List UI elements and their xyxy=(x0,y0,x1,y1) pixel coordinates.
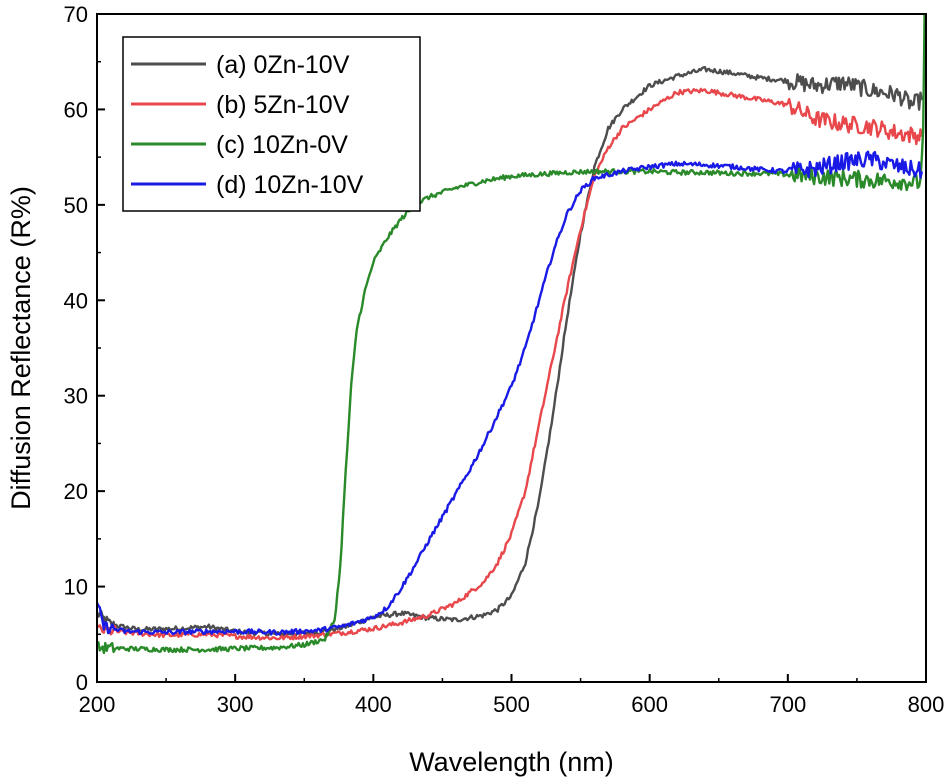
x-axis-title: Wavelength (nm) xyxy=(409,747,614,777)
y-axis-title: Diffusion Reflectance (R%) xyxy=(6,186,36,510)
x-tick-label-700: 700 xyxy=(769,692,806,717)
legend-label-1: (a) 0Zn-10V xyxy=(216,51,350,79)
x-tick-label-500: 500 xyxy=(493,692,530,717)
legend-box xyxy=(122,36,421,212)
legend: (a) 0Zn-10V (b) 5Zn-10V (c) 10Zn-0V (d) 10Z… xyxy=(122,36,421,212)
legend-label-3: (c) 10Zn-0V xyxy=(216,131,348,159)
y-tick-label-30: 30 xyxy=(64,384,88,409)
y-tick-label-20: 20 xyxy=(64,479,88,504)
y-tick-label-0: 0 xyxy=(76,670,88,695)
x-tick-label-200: 200 xyxy=(79,692,116,717)
x-tick-label-800: 800 xyxy=(908,692,945,717)
x-tick-label-300: 300 xyxy=(217,692,254,717)
y-tick-label-70: 70 xyxy=(64,2,88,27)
x-tick-label-400: 400 xyxy=(355,692,392,717)
series-line-3 xyxy=(95,13,926,655)
y-tick-label-40: 40 xyxy=(64,288,88,313)
legend-label-4: (d) 10Zn-10V xyxy=(216,171,364,199)
series-line-2 xyxy=(96,87,924,641)
series-layer xyxy=(95,13,926,655)
legend-label-2: (b) 5Zn-10V xyxy=(216,91,350,119)
ticks-layer: 200 300 400 500 600 700 800 0 10 20 30 40 50 60 70 xyxy=(64,2,945,717)
x-tick-label-600: 600 xyxy=(631,692,668,717)
series-line-4 xyxy=(95,150,924,636)
y-tick-label-10: 10 xyxy=(64,575,88,600)
y-tick-label-50: 50 xyxy=(64,193,88,218)
y-tick-label-60: 60 xyxy=(64,97,88,122)
